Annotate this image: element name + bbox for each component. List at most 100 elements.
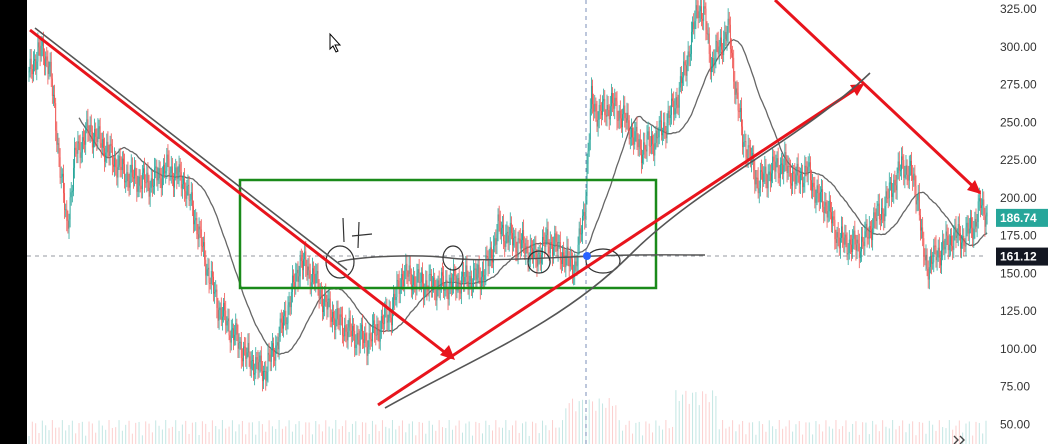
candle-body [503, 224, 505, 242]
volume-bar [802, 434, 804, 444]
volume-bar [488, 425, 490, 444]
candle-body [321, 296, 323, 313]
volume-bar [975, 421, 977, 444]
candle-body [345, 325, 347, 332]
candle-body [675, 97, 677, 109]
candle-body [863, 241, 865, 247]
candle-body [648, 131, 650, 146]
candle-body [392, 307, 393, 326]
candle-body [735, 88, 737, 95]
candle-body [87, 119, 89, 132]
candle-body [620, 118, 622, 128]
candle-body [68, 219, 70, 229]
candle-body [258, 362, 260, 371]
candle-body [507, 231, 509, 243]
candle-body [486, 255, 488, 257]
volume-bar [118, 420, 120, 444]
y-tick-label: 50.00 [1000, 417, 1030, 431]
candle-body [585, 196, 587, 220]
candle-body [209, 282, 211, 285]
volume-bar [518, 432, 520, 444]
candle-body [924, 256, 926, 261]
candle-body [906, 165, 908, 175]
pen-circle-3 [527, 250, 551, 274]
candle-body [315, 273, 317, 284]
candle-body [746, 157, 748, 160]
candle-body [331, 311, 333, 322]
scroll-right-icon[interactable] [953, 435, 965, 444]
candle-body [915, 185, 917, 205]
candle-body [485, 255, 487, 275]
candle-body [829, 200, 831, 213]
candle-body [493, 245, 495, 263]
candle-body [935, 245, 937, 261]
volume-bar [348, 431, 350, 444]
y-axis[interactable]: 325.00 300.00 275.00 250.00 225.00 200.00 175.… [1000, 2, 1037, 431]
candle-body [241, 358, 243, 362]
candle-body [764, 166, 766, 174]
candle-body [114, 157, 116, 167]
candle-body [775, 162, 777, 172]
candle-body [937, 247, 939, 258]
candle-body [405, 263, 407, 271]
candle-body [530, 244, 532, 249]
volume-bar [782, 428, 784, 444]
volume-bar [398, 425, 400, 444]
candle-body [751, 158, 752, 162]
candle-body [630, 127, 632, 138]
volume-bar [635, 422, 637, 444]
volume-bar [648, 423, 650, 444]
candle-body [555, 233, 557, 242]
candle-body [35, 59, 37, 70]
volume-bar [51, 420, 53, 444]
candle-body [259, 355, 261, 363]
candle-body [287, 305, 289, 324]
volume-bar [458, 420, 460, 444]
candle-body [703, 6, 705, 21]
candle-body [707, 33, 709, 35]
candle-body [181, 184, 183, 189]
candle-body [959, 233, 961, 249]
volume-bar [895, 429, 897, 444]
candle-body [864, 231, 866, 247]
candle-body [691, 31, 692, 54]
volume-bar [932, 424, 934, 444]
candle-body [913, 173, 915, 181]
volume-bar [972, 435, 974, 444]
candle-body [789, 166, 791, 184]
candle-body [813, 182, 815, 188]
candle-body [47, 60, 49, 74]
candle-body [90, 124, 92, 132]
candle-body [323, 305, 324, 313]
volume-bar [612, 405, 614, 444]
candle-body [517, 238, 519, 254]
y-tick-label: 250.00 [1000, 115, 1037, 129]
candle-body [170, 166, 172, 174]
volume-bar [572, 398, 574, 444]
volume-bar [958, 420, 960, 444]
candle-body [37, 42, 39, 62]
volume-bar [215, 426, 217, 444]
candle-body [325, 293, 327, 303]
volume-bar [415, 435, 417, 444]
candle-body [231, 328, 233, 330]
candle-body [556, 241, 558, 252]
candle-body [922, 227, 924, 239]
candle-body [652, 135, 654, 145]
volume-bar [335, 420, 337, 444]
volume-bar [732, 420, 734, 444]
candle-body [967, 222, 969, 234]
volume-bar [371, 420, 373, 444]
volume-bar [532, 421, 534, 444]
candle-body [480, 276, 482, 289]
candle-body [606, 104, 608, 117]
candle-body [695, 5, 697, 21]
candle-body [341, 317, 343, 336]
candle-body [877, 203, 879, 207]
candle-body [450, 277, 452, 288]
candle-body [409, 265, 411, 274]
candle-body [745, 141, 747, 158]
candle-body [728, 18, 730, 25]
